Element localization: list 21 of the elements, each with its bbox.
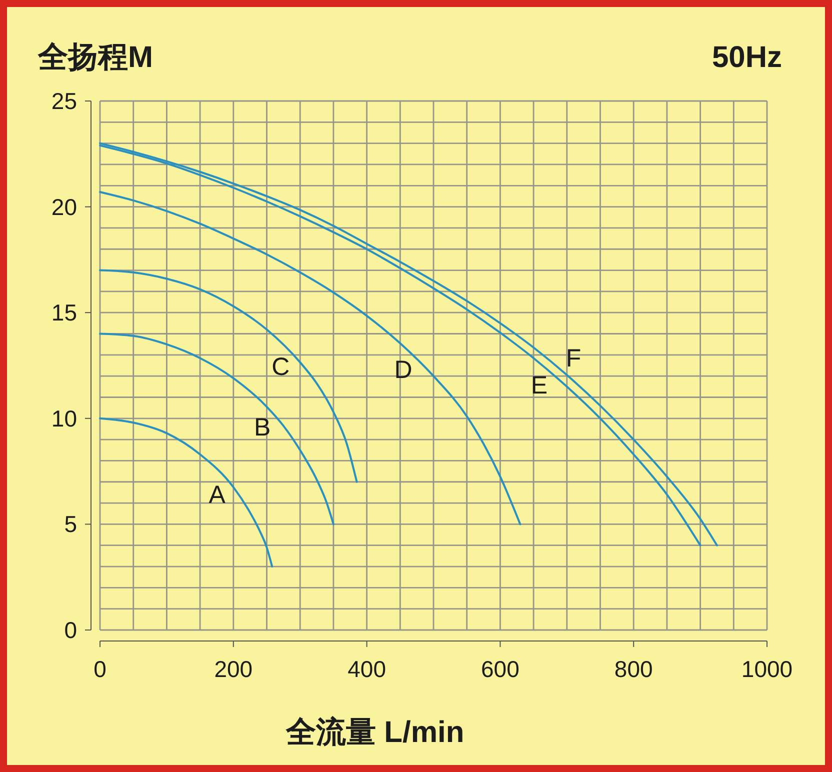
- series-label: C: [272, 353, 290, 382]
- series-label: E: [530, 371, 548, 400]
- text: 50Hz: [712, 41, 782, 74]
- series-label: B: [254, 413, 271, 442]
- y-tick-label: 5: [64, 511, 77, 538]
- x-tick-label: 0: [94, 656, 106, 682]
- y-tick-label: 20: [51, 194, 77, 220]
- series-label: D: [394, 356, 412, 384]
- y-tick-label: 25: [51, 88, 77, 114]
- x-axis-title: 全流量 L/min: [284, 715, 464, 749]
- y-tick-label: 0: [64, 617, 77, 643]
- x-tick-label: 600: [481, 656, 520, 682]
- x-tick-label: 1000: [741, 656, 793, 682]
- series-label: A: [208, 481, 226, 510]
- y-tick-label: 10: [51, 405, 77, 432]
- x-tick-label: 800: [614, 656, 653, 682]
- y-tick-label: 15: [51, 300, 77, 326]
- x-tick-label: 200: [214, 656, 253, 682]
- y-axis-title: 全扬程M: [37, 41, 153, 74]
- series-label: F: [566, 344, 582, 372]
- x-tick-label: 400: [348, 656, 386, 682]
